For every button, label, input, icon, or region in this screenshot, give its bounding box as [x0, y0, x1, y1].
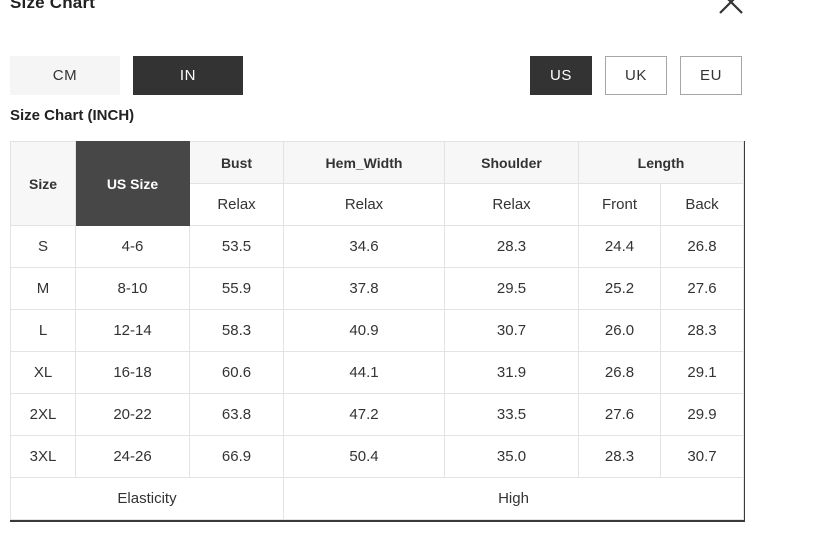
sub-header-front: Front: [578, 183, 661, 226]
value-cell: 35.0: [444, 435, 579, 478]
sub-header-back: Back: [660, 183, 744, 226]
region-option-uk[interactable]: UK: [605, 56, 667, 95]
size-chart-table: Size US Size Bust Hem_Width Shoulder Length Re…: [10, 141, 744, 520]
table-row-xl: XL 16-18 60.6 44.1 31.9 26.8 29.1: [10, 351, 744, 394]
table-row-s: S 4-6 53.5 34.6 28.3 24.4 26.8: [10, 225, 744, 268]
value-cell: 58.3: [189, 309, 284, 352]
value-cell: 25.2: [578, 267, 661, 310]
value-cell: 26.8: [578, 351, 661, 394]
value-cell: 50.4: [283, 435, 445, 478]
region-toggle-group: US UK EU: [530, 56, 742, 95]
table-row-l: L 12-14 58.3 40.9 30.7 26.0 28.3: [10, 309, 744, 352]
sub-header-relax: Relax: [444, 183, 579, 226]
value-cell: 28.3: [444, 225, 579, 268]
sub-header-relax: Relax: [283, 183, 445, 226]
size-cell: XL: [10, 351, 76, 394]
value-cell: 8-10: [75, 267, 190, 310]
table-footer-row: Elasticity High: [10, 477, 744, 520]
value-cell: 44.1: [283, 351, 445, 394]
table-row-3xl: 3XL 24-26 66.9 50.4 35.0 28.3 30.7: [10, 435, 744, 478]
column-header-length: Length: [578, 141, 744, 184]
header-group-row: Size US Size Bust Hem_Width Shoulder Length: [10, 141, 744, 226]
value-cell: 27.6: [578, 393, 661, 436]
column-header-us-size: US Size: [75, 141, 190, 226]
value-cell: 27.6: [660, 267, 744, 310]
value-cell: 29.1: [660, 351, 744, 394]
value-cell: 29.9: [660, 393, 744, 436]
unit-toggle-group: CM IN: [10, 56, 243, 95]
region-option-us[interactable]: US: [530, 56, 592, 95]
value-cell: 24.4: [578, 225, 661, 268]
column-header-bust: Bust: [189, 141, 284, 184]
size-cell: S: [10, 225, 76, 268]
close-button[interactable]: [716, 0, 746, 17]
value-cell: 55.9: [189, 267, 284, 310]
size-cell: 2XL: [10, 393, 76, 436]
table-row-2xl: 2XL 20-22 63.8 47.2 33.5 27.6 29.9: [10, 393, 744, 436]
value-cell: 28.3: [660, 309, 744, 352]
header-sub-row: Relax Relax Relax Front Back: [11, 183, 744, 226]
elasticity-label-cell: Elasticity: [10, 477, 284, 520]
section-heading: Size Chart (INCH): [10, 107, 135, 124]
sub-header-relax: Relax: [189, 183, 284, 226]
close-x-icon: [716, 0, 746, 20]
size-table-container: Size US Size Bust Hem_Width Shoulder Length Re…: [10, 141, 745, 522]
unit-option-in[interactable]: IN: [133, 56, 243, 95]
value-cell: 34.6: [283, 225, 445, 268]
column-header-size: Size: [10, 141, 76, 226]
value-cell: 16-18: [75, 351, 190, 394]
column-header-hem-width: Hem_Width: [283, 141, 445, 184]
value-cell: 4-6: [75, 225, 190, 268]
region-option-eu[interactable]: EU: [680, 56, 742, 95]
value-cell: 33.5: [444, 393, 579, 436]
value-cell: 31.9: [444, 351, 579, 394]
modal-title: Size Chart: [10, 0, 96, 12]
value-cell: 63.8: [189, 393, 284, 436]
table-row-m: M 8-10 55.9 37.8 29.5 25.2 27.6: [10, 267, 744, 310]
size-cell: M: [10, 267, 76, 310]
unit-option-cm[interactable]: CM: [10, 56, 120, 95]
value-cell: 30.7: [444, 309, 579, 352]
value-cell: 37.8: [283, 267, 445, 310]
value-cell: 26.0: [578, 309, 661, 352]
elasticity-value-cell: High: [283, 477, 744, 520]
value-cell: 47.2: [283, 393, 445, 436]
value-cell: 29.5: [444, 267, 579, 310]
value-cell: 24-26: [75, 435, 190, 478]
value-cell: 20-22: [75, 393, 190, 436]
value-cell: 26.8: [660, 225, 744, 268]
value-cell: 40.9: [283, 309, 445, 352]
value-cell: 53.5: [189, 225, 284, 268]
column-header-shoulder: Shoulder: [444, 141, 579, 184]
size-cell: 3XL: [10, 435, 76, 478]
value-cell: 12-14: [75, 309, 190, 352]
value-cell: 28.3: [578, 435, 661, 478]
value-cell: 30.7: [660, 435, 744, 478]
value-cell: 66.9: [189, 435, 284, 478]
value-cell: 60.6: [189, 351, 284, 394]
size-cell: L: [10, 309, 76, 352]
